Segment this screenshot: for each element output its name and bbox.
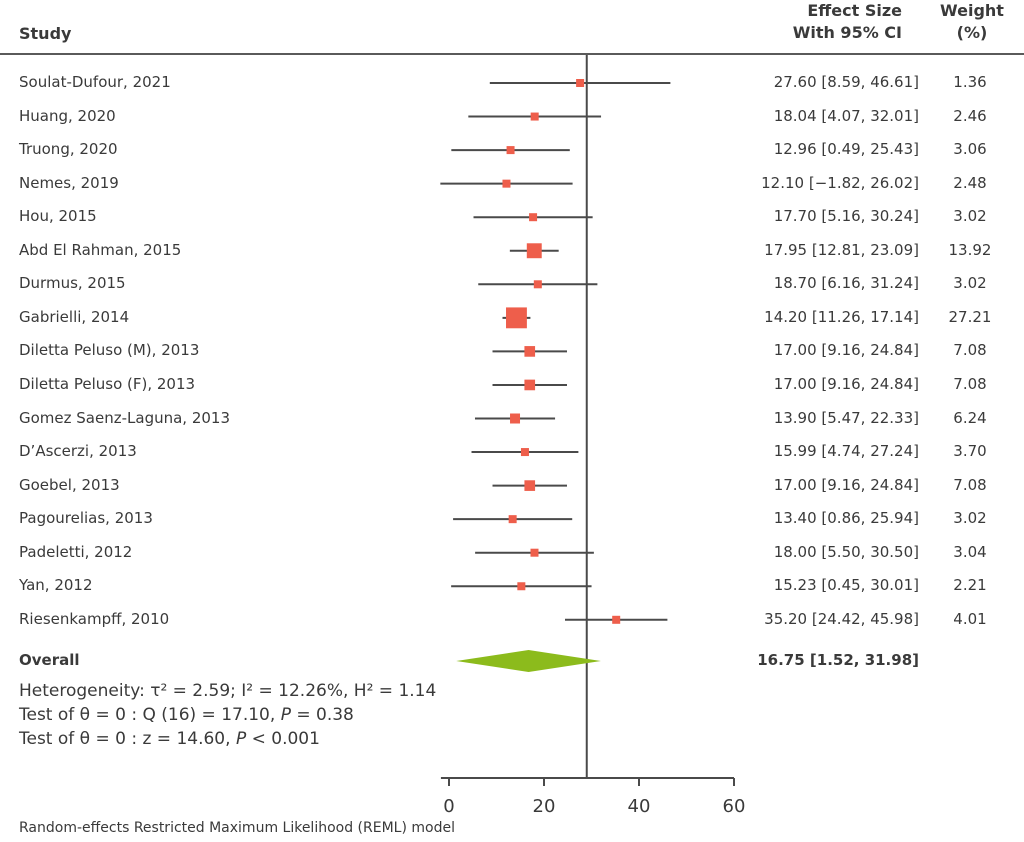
study-weight: 6.24 <box>953 408 987 427</box>
column-header-weight-line1: Weight <box>940 1 1004 20</box>
effect-marker <box>524 346 536 357</box>
study-effect-size: 14.20 [11.26, 17.14] <box>764 307 919 326</box>
study-name: Yan, 2012 <box>19 576 93 595</box>
study-weight: 1.36 <box>953 73 987 91</box>
effect-marker <box>529 213 538 222</box>
effect-marker <box>506 307 527 329</box>
test-q-stats: Test of θ = 0 : Q (16) = 17.10, P = 0.38 <box>19 704 354 726</box>
study-effect-size: 18.70 [6.16, 31.24] <box>773 274 919 293</box>
test-z-suffix: < 0.001 <box>246 729 320 749</box>
study-name: Hou, 2015 <box>19 207 97 226</box>
effect-marker <box>506 146 515 155</box>
x-tick-label: 0 <box>443 796 454 817</box>
study-weight: 27.21 <box>948 307 992 326</box>
study-weight: 2.46 <box>953 106 987 125</box>
model-footnote: Random-effects Restricted Maximum Likeli… <box>19 820 455 836</box>
study-effect-size: 17.00 [9.16, 24.84] <box>773 475 919 494</box>
overall-label: Overall <box>19 651 80 669</box>
study-effect-size: 18.04 [4.07, 32.01] <box>773 106 919 125</box>
study-effect-size: 27.60 [8.59, 46.61] <box>773 73 919 91</box>
x-tick-label: 40 <box>628 796 651 817</box>
study-name: Gabrielli, 2014 <box>19 307 130 326</box>
study-effect-size: 12.10 [−1.82, 26.02] <box>761 173 919 192</box>
study-effect-size: 12.96 [0.49, 25.43] <box>773 140 919 159</box>
study-name: Diletta Peluso (M), 2013 <box>19 341 200 360</box>
study-effect-size: 17.00 [9.16, 24.84] <box>773 341 919 360</box>
study-weight: 4.01 <box>953 609 987 628</box>
x-tick-label: 60 <box>723 796 746 817</box>
study-effect-size: 13.90 [5.47, 22.33] <box>773 408 919 427</box>
column-header-weight-line2: (%) <box>956 23 988 42</box>
study-name: D’Ascerzi, 2013 <box>19 442 137 461</box>
study-name: Soulat-Dufour, 2021 <box>19 73 171 91</box>
study-weight: 3.02 <box>953 274 987 293</box>
study-weight: 3.02 <box>953 207 987 226</box>
test-z-p-symbol: P <box>235 729 247 749</box>
study-effect-size: 17.95 [12.81, 23.09] <box>764 240 919 259</box>
study-effect-size: 17.00 [9.16, 24.84] <box>773 374 919 393</box>
study-weight: 3.02 <box>953 509 987 528</box>
study-name: Riesenkampff, 2010 <box>19 609 170 628</box>
test-q-suffix: = 0.38 <box>290 705 354 725</box>
study-name: Huang, 2020 <box>19 106 116 125</box>
study-effect-size: 15.23 [0.45, 30.01] <box>773 576 919 595</box>
effect-marker <box>524 480 536 491</box>
study-name: Padeletti, 2012 <box>19 542 133 561</box>
overall-diamond <box>456 650 601 672</box>
study-weight: 3.04 <box>953 542 987 561</box>
effect-marker <box>612 615 621 624</box>
test-q-p-symbol: P <box>280 705 291 725</box>
test-z-stats: Test of θ = 0 : z = 14.60, P < 0.001 <box>19 728 320 750</box>
header-divider <box>0 53 1024 55</box>
effect-marker <box>517 582 526 591</box>
study-effect-size: 35.20 [24.42, 45.98] <box>764 609 919 628</box>
effect-marker <box>576 79 585 87</box>
test-z-prefix: Test of θ = 0 : z = 14.60, <box>19 729 236 749</box>
study-weight: 13.92 <box>948 240 992 259</box>
study-effect-size: 18.00 [5.50, 30.50] <box>773 542 919 561</box>
column-header-effect-size: Effect Size With 95% CI <box>793 0 902 44</box>
x-tick-label: 20 <box>533 796 556 817</box>
overall-effect-size: 16.75 [1.52, 31.98] <box>757 651 919 669</box>
study-name: Goebel, 2013 <box>19 475 120 494</box>
effect-marker <box>530 548 539 557</box>
effect-marker <box>520 448 529 457</box>
test-q-prefix: Test of θ = 0 : Q (16) = 17.10, <box>19 705 281 725</box>
study-effect-size: 13.40 [0.86, 25.94] <box>773 509 919 528</box>
study-name: Durmus, 2015 <box>19 274 126 293</box>
study-name: Truong, 2020 <box>19 140 118 159</box>
study-effect-size: 15.99 [4.74, 27.24] <box>773 442 919 461</box>
study-weight: 7.08 <box>953 341 987 360</box>
study-name: Diletta Peluso (F), 2013 <box>19 374 196 393</box>
effect-marker <box>508 515 517 524</box>
study-effect-size: 17.70 [5.16, 30.24] <box>773 207 919 226</box>
heterogeneity-stats: Heterogeneity: τ² = 2.59; I² = 12.26%, H… <box>19 681 437 701</box>
study-name: Abd El Rahman, 2015 <box>19 240 182 259</box>
study-weight: 3.70 <box>953 442 987 461</box>
study-weight: 2.48 <box>953 173 987 192</box>
effect-marker <box>524 379 536 391</box>
column-header-effect-line2: With 95% CI <box>792 23 902 42</box>
column-header-study: Study <box>19 24 72 43</box>
effect-marker <box>510 413 521 424</box>
effect-marker <box>530 112 539 121</box>
effect-marker <box>526 243 542 259</box>
column-header-effect-line1: Effect Size <box>807 1 902 20</box>
effect-marker <box>502 179 511 188</box>
effect-marker <box>533 280 542 289</box>
study-name: Pagourelias, 2013 <box>19 509 153 528</box>
study-weight: 7.08 <box>953 374 987 393</box>
study-weight: 7.08 <box>953 475 987 494</box>
study-name: Gomez Saenz-Laguna, 2013 <box>19 408 231 427</box>
column-header-weight: Weight (%) <box>938 0 1006 44</box>
study-weight: 3.06 <box>953 140 987 159</box>
study-name: Nemes, 2019 <box>19 173 119 192</box>
study-weight: 2.21 <box>953 576 987 595</box>
